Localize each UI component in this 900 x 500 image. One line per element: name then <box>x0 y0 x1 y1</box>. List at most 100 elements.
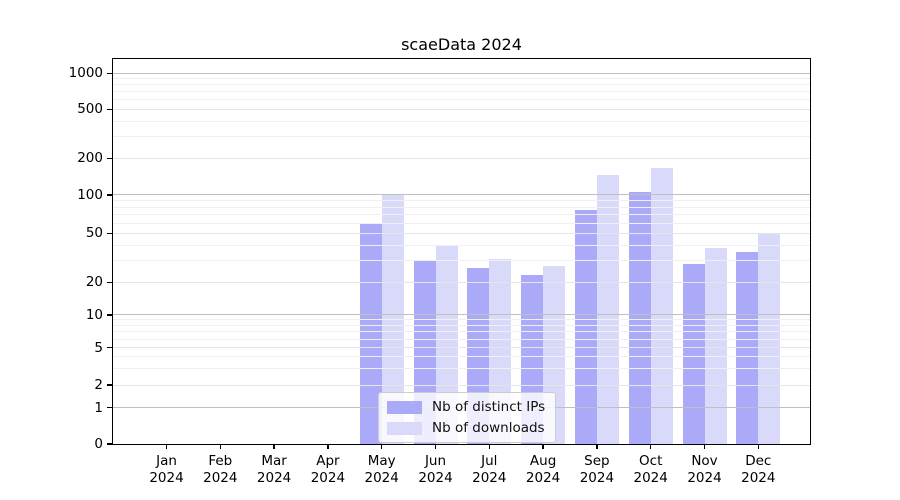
gridline-minor <box>113 319 810 321</box>
x-tick-label-year: 2024 <box>472 470 507 486</box>
bar-distinct-ips <box>628 192 651 444</box>
x-tick-label-year: 2024 <box>741 470 776 486</box>
gridline-minor <box>113 78 810 80</box>
x-tick-label-year: 2024 <box>687 470 722 486</box>
y-tick-label: 1 <box>94 399 103 416</box>
gridline-major <box>113 314 810 316</box>
x-tick-mark <box>757 444 760 449</box>
x-tick-label-year: 2024 <box>579 470 615 486</box>
x-tick-label: Oct 2024 <box>616 453 686 487</box>
x-tick-label: Jul 2024 <box>454 453 524 487</box>
gridline-mid <box>113 384 810 386</box>
gridline-minor <box>113 260 810 262</box>
gridline-mid <box>113 232 810 234</box>
y-tick-label: 20 <box>85 274 103 291</box>
plot-area <box>113 59 810 444</box>
x-tick-label-year: 2024 <box>418 470 453 486</box>
gridline-minor <box>113 99 810 101</box>
x-tick-label-year: 2024 <box>256 470 292 486</box>
gridline-minor <box>113 206 810 208</box>
gridline-major <box>113 194 810 196</box>
x-tick-label-year: 2024 <box>525 470 561 486</box>
y-tick-mark <box>107 72 112 75</box>
y-tick-label: 5 <box>94 339 103 356</box>
gridline-mid <box>113 281 810 283</box>
y-tick-mark <box>107 443 112 445</box>
y-tick-label: 0 <box>94 436 103 452</box>
gridline-minor <box>113 136 810 138</box>
gridline-minor <box>113 244 810 246</box>
legend-item: Nb of downloads <box>387 420 545 436</box>
y-tick-mark <box>107 232 112 235</box>
gridline-minor <box>113 367 810 369</box>
gridline-minor <box>113 214 810 216</box>
x-tick-mark <box>596 444 598 449</box>
x-tick-mark <box>165 444 168 449</box>
legend-label: Nb of downloads <box>432 420 545 436</box>
y-tick-label: 2 <box>94 377 103 394</box>
y-tick-label: 500 <box>77 101 103 118</box>
y-tick-label: 1000 <box>68 65 103 82</box>
y-tick-label: 50 <box>85 225 103 242</box>
x-tick-mark <box>649 444 652 449</box>
bar-downloads <box>650 168 673 444</box>
y-tick-label: 200 <box>77 150 103 167</box>
y-tick-mark <box>107 194 112 196</box>
gridline-minor <box>113 331 810 333</box>
x-tick-mark <box>488 444 491 449</box>
x-tick-label-year: 2024 <box>203 470 238 486</box>
gridline-minor <box>113 325 810 326</box>
x-tick-label: Mar 2024 <box>239 453 309 487</box>
x-tick-label: Dec 2024 <box>723 453 793 487</box>
x-tick-label: Nov 2024 <box>670 453 740 487</box>
y-tick-mark <box>107 384 112 386</box>
y-tick-mark <box>107 157 112 160</box>
x-tick-mark <box>327 444 329 449</box>
y-tick-mark <box>107 314 112 316</box>
legend-swatch-downloads <box>387 421 422 435</box>
x-tick-mark <box>380 444 383 449</box>
gridline-mid <box>113 157 810 159</box>
x-tick-mark <box>542 444 544 449</box>
legend-item: Nb of distinct IPs <box>387 399 545 415</box>
chart-title: scaeData 2024 <box>401 35 522 54</box>
y-tick-mark <box>107 108 112 111</box>
gridline-minor <box>113 120 810 122</box>
y-tick-mark <box>107 281 112 284</box>
x-tick-label-year: 2024 <box>364 470 399 486</box>
gridline-mid <box>113 108 810 110</box>
x-tick-label: Jan 2024 <box>132 453 202 487</box>
gridline-mid <box>113 347 810 349</box>
y-tick-mark <box>107 346 112 349</box>
legend-swatch-distinct-ips <box>387 400 422 414</box>
gridline-minor <box>113 222 810 224</box>
bar-downloads <box>596 175 619 444</box>
x-tick-mark <box>219 444 222 449</box>
x-tick-label-year: 2024 <box>310 470 346 486</box>
x-tick-label: Sep 2024 <box>562 453 632 487</box>
x-tick-mark <box>703 444 706 449</box>
bar-distinct-ips <box>682 264 705 444</box>
x-tick-label: Aug 2024 <box>508 453 578 487</box>
bar-downloads <box>758 233 781 444</box>
x-tick-label-year: 2024 <box>633 470 668 486</box>
y-tick-label: 10 <box>85 306 103 323</box>
x-tick-label: Apr 2024 <box>293 453 363 487</box>
x-tick-mark <box>273 444 275 449</box>
legend: Nb of distinct IPs Nb of downloads <box>378 392 557 443</box>
x-tick-label-year: 2024 <box>149 470 184 486</box>
grid-layer <box>113 59 810 444</box>
gridline-minor <box>113 200 810 202</box>
gridline-major <box>113 72 810 74</box>
bar-distinct-ips <box>359 223 382 444</box>
x-tick-label: Jun 2024 <box>401 453 471 487</box>
legend-label: Nb of distinct IPs <box>432 399 546 415</box>
gridline-minor <box>113 338 810 340</box>
y-tick-label: 100 <box>77 186 103 203</box>
y-tick-mark <box>107 406 112 409</box>
x-tick-label: May 2024 <box>347 453 417 487</box>
gridline-minor <box>113 84 810 86</box>
x-tick-label: Feb 2024 <box>185 453 255 487</box>
x-tick-mark <box>434 444 437 449</box>
